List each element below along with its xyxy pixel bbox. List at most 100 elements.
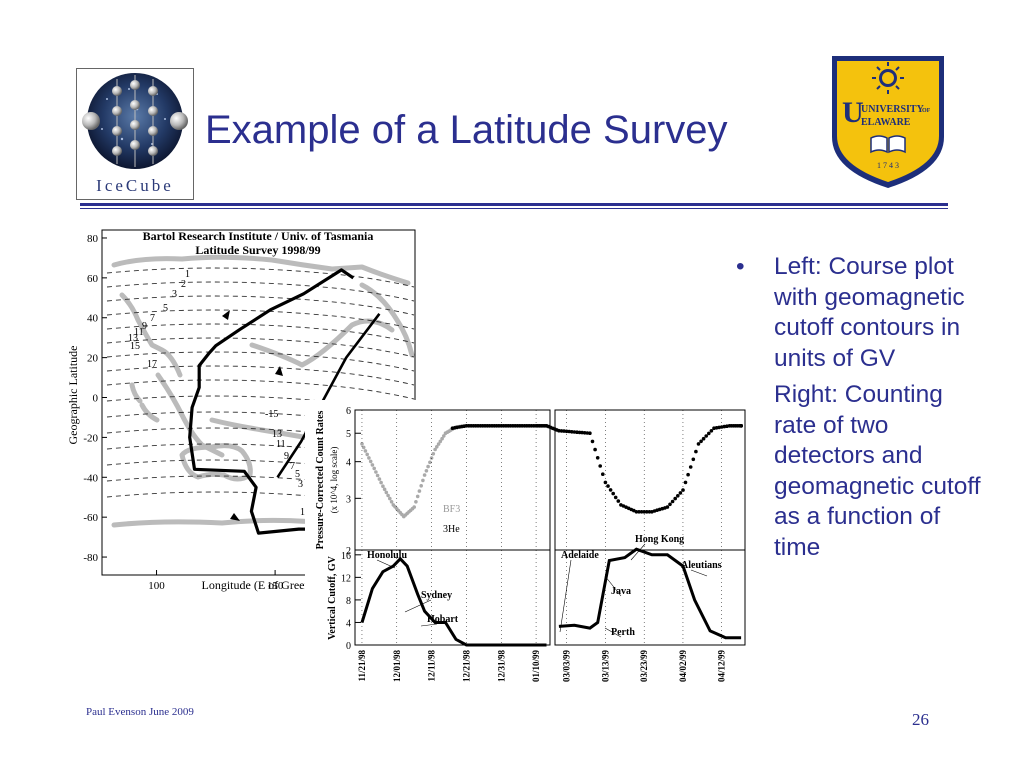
count-rate-point: [642, 510, 646, 514]
contour-label: 9: [142, 321, 147, 332]
contour-label: 7: [290, 461, 295, 472]
cutoff-line-first-leg: [360, 556, 547, 647]
count-rate-point: [645, 510, 649, 514]
count-rate-point: [377, 477, 382, 481]
count-rate-point: [361, 445, 366, 450]
contour-label: 3: [298, 479, 303, 490]
title-rule-thin: [80, 208, 948, 209]
date-tick-label: 12/31/98: [496, 650, 506, 683]
count-rate-point: [360, 442, 364, 446]
count-rate-point: [440, 436, 444, 441]
map-y-tick-label: 20: [87, 353, 99, 365]
count-rate-point: [419, 484, 423, 488]
count-rate-point: [417, 489, 422, 493]
cutoff-y-tick-label: 4: [346, 618, 351, 629]
rate-y-tick-label: 2: [346, 546, 351, 557]
cutoff-line-second-leg: [558, 547, 742, 640]
port-leader-line: [630, 543, 646, 561]
contour-label: 17: [147, 359, 157, 370]
map-x-tick-label: 100: [148, 580, 165, 592]
map-x-axis-label: Longitude (E of Greenwi: [202, 578, 324, 592]
contour-label: 5: [163, 303, 168, 314]
ud-logo-line2: ELAWARE: [861, 117, 911, 128]
contour-label: 1: [300, 507, 305, 518]
count-rate-point: [688, 465, 693, 469]
count-rate-point: [585, 431, 590, 435]
count-rate-point: [683, 480, 688, 485]
date-tick-label: 12/11/98: [427, 650, 437, 682]
port-leader-line: [604, 627, 622, 638]
count-rate-point: [704, 434, 708, 438]
bullet-text: Left: Course plot with geomagnetic cutof…: [774, 253, 965, 372]
date-tick-label: 01/10/99: [531, 650, 541, 683]
count-rate-point: [386, 493, 390, 498]
date-tick-label: 03/23/99: [639, 650, 649, 683]
count-rate-point: [375, 473, 380, 478]
count-rate-point: [639, 510, 644, 514]
count-rate-point: [575, 430, 579, 434]
ud-logo-of: OF: [922, 108, 931, 114]
count-rate-point: [428, 460, 432, 465]
count-rate-point: [388, 496, 392, 501]
university-of-delaware-logo: U UNIVERSITY OF ELAWARE 1 7 4 3: [828, 52, 948, 192]
count-rate-point: [363, 449, 368, 453]
count-rate-point: [562, 429, 566, 433]
contour-label: 11: [276, 439, 286, 450]
bullet-dot: •: [736, 253, 745, 280]
map-y-tick-label: 80: [87, 233, 99, 245]
count-rate-point: [668, 502, 672, 507]
count-rate-point: [694, 449, 698, 454]
map-y-tick-label: -80: [83, 552, 98, 564]
contour-label: 11: [134, 327, 144, 338]
count-rate-point: [699, 439, 703, 444]
icecube-logo-text: IceCube: [96, 176, 174, 195]
count-rate-point: [564, 429, 569, 434]
port-label: Honolulu: [367, 550, 407, 561]
count-rate-y-label-units: (x 10^4, log scale): [329, 447, 339, 514]
contour-label: 13: [272, 429, 282, 440]
cutoff-y-tick-label: 12: [341, 573, 351, 584]
count-rate-point: [370, 463, 375, 467]
map-y-tick-label: -40: [83, 472, 98, 484]
count-rate-point: [433, 447, 437, 452]
port-annotations: Honolulu Sydney Hobart Adelaide Hong Kong Jav…: [367, 534, 722, 638]
map-y-tick-label: 0: [93, 393, 99, 405]
map-y-tick-label: -20: [83, 432, 98, 444]
count-rate-point: [415, 494, 420, 499]
title-rule: [80, 203, 948, 206]
count-rate-point: [696, 442, 701, 446]
map-y-tick-label: -60: [83, 512, 98, 524]
sun-icon: [872, 62, 904, 94]
date-tick-label: 04/02/99: [678, 650, 688, 683]
port-label: Adelaide: [561, 550, 599, 561]
rate-y-tick-label: 4: [346, 458, 351, 469]
count-rate-point: [438, 439, 443, 444]
cutoff-y-axis: 0 4 8 12 16: [341, 551, 361, 652]
bullet-item: • Left: Course plot with geomagnetic cuto…: [736, 252, 986, 374]
port-leader-line: [376, 559, 396, 569]
count-rate-point: [608, 488, 613, 492]
track-direction-arrows: [222, 310, 283, 521]
count-rate-point: [670, 499, 675, 504]
count-rate-point: [686, 472, 690, 477]
count-rate-point: [368, 459, 373, 464]
count-rate-y-axis: 2 3 4 5 6: [346, 406, 361, 557]
legend-bf3: BF3: [443, 504, 460, 515]
bullet-list: • Left: Course plot with geomagnetic cuto…: [736, 252, 986, 569]
port-label: Perth: [611, 627, 635, 638]
date-tick-label: 12/01/98: [392, 650, 402, 683]
rate-y-tick-label: 6: [346, 406, 351, 417]
date-tick-label: 03/03/99: [562, 650, 572, 683]
date-tick-label: 04/12/99: [717, 650, 727, 683]
count-rate-point: [676, 494, 680, 498]
count-rate-point: [598, 464, 602, 468]
count-rate-point: [412, 505, 416, 509]
count-rate-point: [616, 499, 621, 503]
icecube-logo: IceCube: [76, 68, 194, 200]
port-leader-line: [690, 569, 708, 577]
port-leader-line: [604, 575, 622, 597]
cutoff-y-tick-label: 0: [346, 641, 351, 652]
contour-label: 13: [128, 333, 138, 344]
port-leader-line: [559, 559, 572, 633]
